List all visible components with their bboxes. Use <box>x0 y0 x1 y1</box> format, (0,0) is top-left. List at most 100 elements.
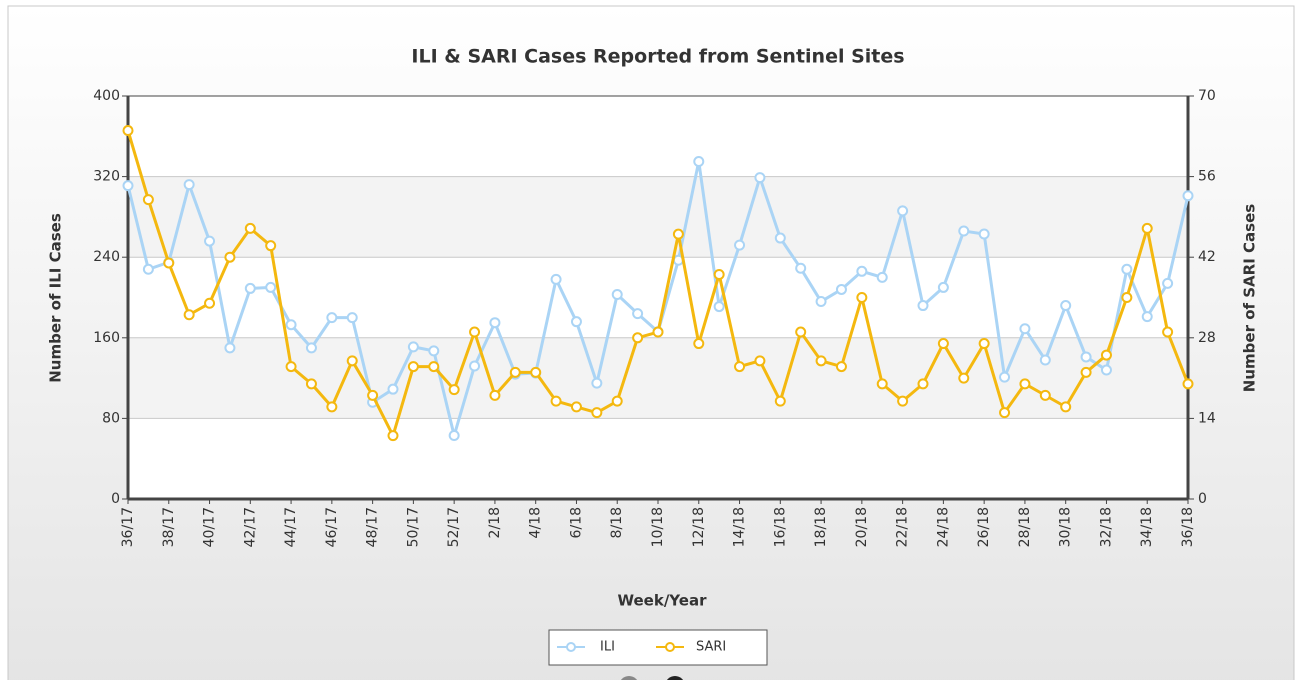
point <box>632 332 644 344</box>
point <box>550 273 562 285</box>
point <box>1060 401 1072 413</box>
point <box>550 395 562 407</box>
y-tick-label: 240 <box>93 249 120 265</box>
x-tick-label: 10/18 <box>650 507 666 547</box>
point <box>917 378 929 390</box>
x-tick-label: 28/18 <box>1017 507 1033 547</box>
x-tick-label: 46/17 <box>324 507 340 547</box>
x-tick-label: 44/17 <box>283 507 299 547</box>
point <box>774 232 786 244</box>
point <box>428 345 440 357</box>
point <box>1182 190 1194 202</box>
point <box>448 384 460 396</box>
pager-dot[interactable] <box>619 676 639 680</box>
point <box>265 240 277 252</box>
x-tick-label: 32/18 <box>1098 507 1114 547</box>
point <box>1019 323 1031 335</box>
x-tick-label: 36/18 <box>1180 507 1196 547</box>
point <box>448 430 460 442</box>
point <box>142 194 154 206</box>
point <box>1080 351 1092 363</box>
legend-label: ILI <box>600 640 615 655</box>
y-tick-label: 320 <box>93 169 120 185</box>
point <box>856 292 868 303</box>
point <box>693 338 705 350</box>
point <box>978 228 990 240</box>
point <box>1039 389 1051 401</box>
point <box>469 326 481 338</box>
point <box>489 317 501 329</box>
point <box>591 407 603 419</box>
point <box>1080 366 1092 378</box>
point <box>224 251 236 263</box>
y-axis-title: Number of ILI Cases <box>47 213 65 383</box>
x-tick-label: 16/18 <box>772 507 788 547</box>
y2-tick-label: 42 <box>1198 249 1216 265</box>
point <box>1141 222 1153 234</box>
point <box>774 395 786 407</box>
point <box>978 338 990 350</box>
point <box>591 377 603 389</box>
point <box>1039 354 1051 366</box>
point <box>897 395 909 407</box>
legend-marker <box>566 642 576 652</box>
y2-tick-label: 56 <box>1198 169 1216 185</box>
point <box>285 361 297 373</box>
x-tick-label: 50/17 <box>405 507 421 547</box>
y2-tick-label: 28 <box>1198 330 1216 346</box>
x-tick-label: 4/18 <box>528 507 544 538</box>
point <box>570 401 582 413</box>
point <box>326 401 338 413</box>
point <box>835 283 847 295</box>
point <box>713 268 725 280</box>
point <box>1162 277 1174 289</box>
point <box>835 361 847 373</box>
point <box>1100 349 1112 361</box>
x-tick-label: 26/18 <box>976 507 992 547</box>
point <box>367 389 379 401</box>
point <box>1121 263 1133 275</box>
point <box>734 361 746 373</box>
point <box>856 265 868 277</box>
point <box>265 281 277 293</box>
point <box>876 271 888 283</box>
x-tick-label: 38/17 <box>161 507 177 547</box>
point <box>244 282 256 294</box>
legend: ILI SARI <box>548 629 768 666</box>
point <box>1121 292 1133 303</box>
point <box>204 235 216 247</box>
point <box>489 389 501 401</box>
point <box>570 316 582 328</box>
point <box>672 228 684 240</box>
x-tick-label: 34/18 <box>1139 507 1155 547</box>
point <box>1162 326 1174 338</box>
y2-axis-title: Number of SARI Cases <box>1241 204 1259 392</box>
x-tick-label: 8/18 <box>609 507 625 538</box>
point <box>754 172 766 184</box>
point <box>326 312 338 324</box>
y-tick-label: 80 <box>102 410 120 426</box>
legend-label: SARI <box>696 640 726 655</box>
point <box>999 371 1011 383</box>
point <box>1100 364 1112 376</box>
point <box>530 366 542 378</box>
point <box>876 378 888 390</box>
point <box>795 326 807 338</box>
x-tick-label: 2/18 <box>487 507 503 538</box>
point <box>937 281 949 293</box>
point <box>754 355 766 367</box>
point <box>1019 378 1031 390</box>
pager-dot[interactable] <box>665 676 685 680</box>
point <box>652 326 664 338</box>
x-tick-label: 42/17 <box>242 507 258 547</box>
x-tick-label: 6/18 <box>568 507 584 538</box>
x-tick-label: 14/18 <box>732 507 748 547</box>
point <box>469 360 481 372</box>
point <box>509 366 521 378</box>
point <box>795 262 807 274</box>
point <box>693 155 705 167</box>
y-tick-label: 160 <box>93 330 120 346</box>
point <box>204 297 216 309</box>
point <box>632 308 644 320</box>
